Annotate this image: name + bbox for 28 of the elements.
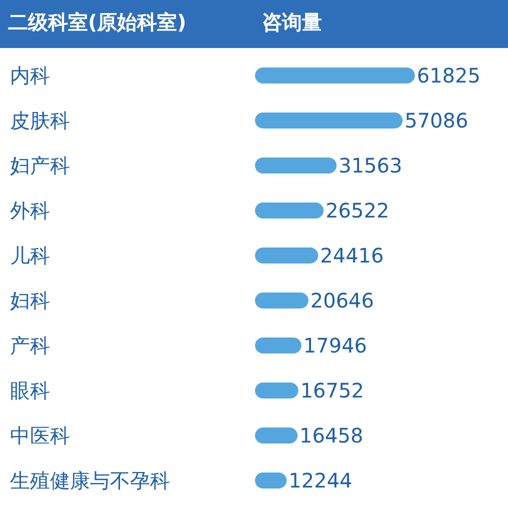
y-tick-label: 中医科 xyxy=(10,424,70,448)
y-tick-label: 外科 xyxy=(10,198,50,222)
bar xyxy=(255,202,324,218)
bar xyxy=(255,68,415,84)
y-tick-label: 产科 xyxy=(10,334,50,358)
y-tick-label: 生殖健康与不孕科 xyxy=(10,468,170,492)
data-label: 12244 xyxy=(288,468,352,492)
x-axis-title: 咨询量 xyxy=(262,10,322,34)
y-tick-label: 儿科 xyxy=(10,244,50,268)
data-label: 26522 xyxy=(326,198,390,222)
y-axis-title: 二级科室(原始科室) xyxy=(8,10,186,34)
y-tick-label: 内科 xyxy=(10,64,50,88)
y-tick-label: 眼科 xyxy=(10,378,50,402)
data-label: 17946 xyxy=(303,334,368,358)
data-label: 16458 xyxy=(300,424,364,448)
data-label: 20646 xyxy=(310,288,374,312)
data-label: 57086 xyxy=(404,108,468,132)
y-tick-label: 妇科 xyxy=(10,288,50,312)
data-label: 31563 xyxy=(338,154,402,178)
y-tick-label: 妇产科 xyxy=(10,154,70,178)
y-tick-label: 皮肤科 xyxy=(10,108,70,132)
data-label: 61825 xyxy=(416,64,480,88)
bar xyxy=(255,248,318,264)
data-label: 16752 xyxy=(300,378,364,402)
bar xyxy=(255,292,308,308)
bar xyxy=(255,112,403,128)
data-label: 24416 xyxy=(320,244,384,268)
bar xyxy=(255,158,337,174)
